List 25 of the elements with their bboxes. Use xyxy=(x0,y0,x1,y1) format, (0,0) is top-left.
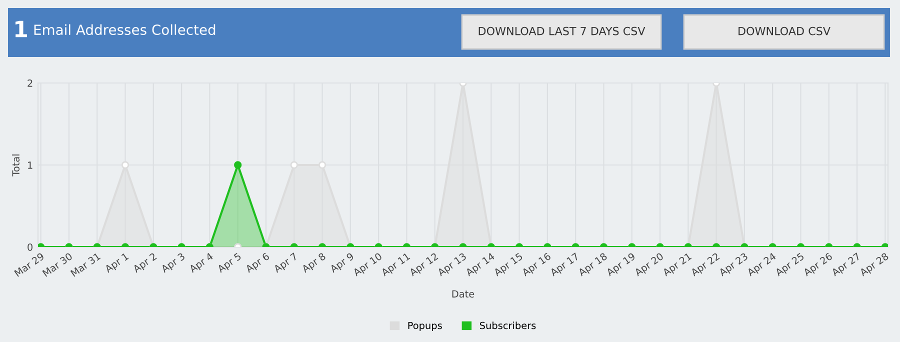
legend-label: Subscribers xyxy=(480,322,536,330)
x-tick-label: Apr 8 xyxy=(301,252,328,274)
legend-label: Popups xyxy=(408,322,442,332)
x-tick-label: Apr 7 xyxy=(272,252,299,274)
point xyxy=(121,161,130,169)
x-tick-label: Apr 12 xyxy=(408,252,440,278)
point xyxy=(234,161,242,169)
text: DOWNLOAD LAST 7 DAYS CSV xyxy=(478,26,646,36)
x-axis-title: Date xyxy=(452,290,474,298)
x-tick-label: Apr 6 xyxy=(244,252,271,274)
x-tick-label: Apr 11 xyxy=(380,252,412,278)
x-tick-label: Apr 3 xyxy=(160,252,186,274)
y-tick-label: 1 xyxy=(28,162,32,169)
y-tick-label: 2 xyxy=(28,79,32,87)
x-tick-label: Apr 1 xyxy=(104,252,130,274)
x-tick-label: Apr 5 xyxy=(216,252,243,274)
point xyxy=(318,161,326,169)
point xyxy=(290,161,298,169)
text: DOWNLOAD CSV xyxy=(738,26,830,36)
y-tick-label: 0 xyxy=(28,243,32,251)
chart-title: Email Addresses Collected xyxy=(34,24,216,36)
y-axis-title: Total xyxy=(12,154,20,176)
x-tick-label: Apr 4 xyxy=(188,252,215,274)
x-tick-label: Apr 2 xyxy=(132,252,158,274)
x-tick-label: Apr 22 xyxy=(690,252,721,278)
